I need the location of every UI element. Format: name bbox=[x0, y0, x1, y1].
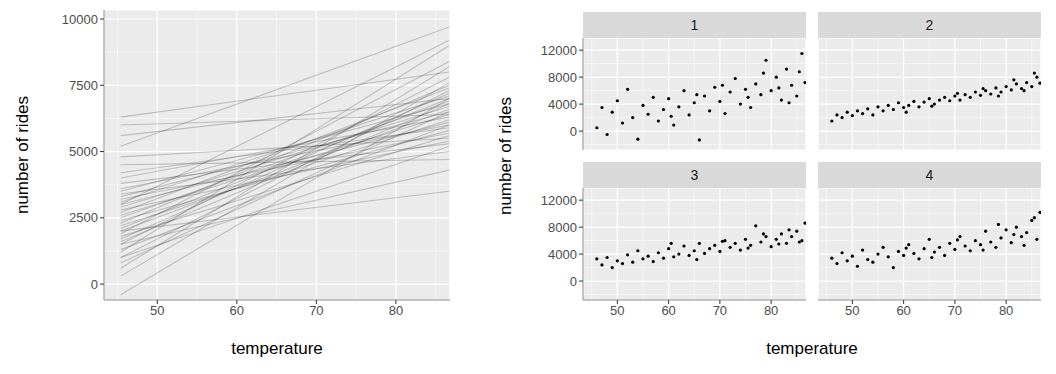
svg-text:12000: 12000 bbox=[541, 193, 577, 208]
svg-text:8000: 8000 bbox=[548, 220, 577, 235]
svg-text:0: 0 bbox=[91, 277, 98, 292]
svg-text:0: 0 bbox=[570, 274, 577, 289]
svg-text:50: 50 bbox=[150, 303, 164, 318]
svg-text:80: 80 bbox=[999, 303, 1013, 318]
html-text:2: 2 bbox=[925, 17, 934, 33]
svg-text:5000: 5000 bbox=[69, 144, 98, 159]
svg-text:70: 70 bbox=[713, 303, 727, 318]
svg-text:50: 50 bbox=[610, 303, 624, 318]
svg-text:60: 60 bbox=[230, 303, 244, 318]
svg-text:2500: 2500 bbox=[69, 210, 98, 225]
html-text:1: 1 bbox=[690, 17, 699, 33]
svg-text:number of rides: number of rides bbox=[13, 96, 32, 214]
svg-text:10000: 10000 bbox=[62, 12, 98, 27]
svg-text:60: 60 bbox=[661, 303, 675, 318]
svg-text:12000: 12000 bbox=[541, 43, 577, 58]
svg-text:temperature: temperature bbox=[231, 339, 323, 358]
svg-text:7500: 7500 bbox=[69, 78, 98, 93]
svg-text:60: 60 bbox=[896, 303, 910, 318]
svg-text:4000: 4000 bbox=[548, 97, 577, 112]
svg-text:70: 70 bbox=[309, 303, 323, 318]
svg-text:temperature: temperature bbox=[766, 339, 858, 358]
svg-text:80: 80 bbox=[764, 303, 778, 318]
svg-text:8000: 8000 bbox=[548, 70, 577, 85]
svg-text:80: 80 bbox=[389, 303, 403, 318]
svg-text:number of rides: number of rides bbox=[496, 97, 515, 215]
html-text:4: 4 bbox=[925, 167, 934, 183]
html-text:3: 3 bbox=[690, 167, 699, 183]
svg-text:50: 50 bbox=[845, 303, 859, 318]
svg-text:70: 70 bbox=[948, 303, 962, 318]
svg-text:0: 0 bbox=[570, 124, 577, 139]
svg-text:4000: 4000 bbox=[548, 247, 577, 262]
